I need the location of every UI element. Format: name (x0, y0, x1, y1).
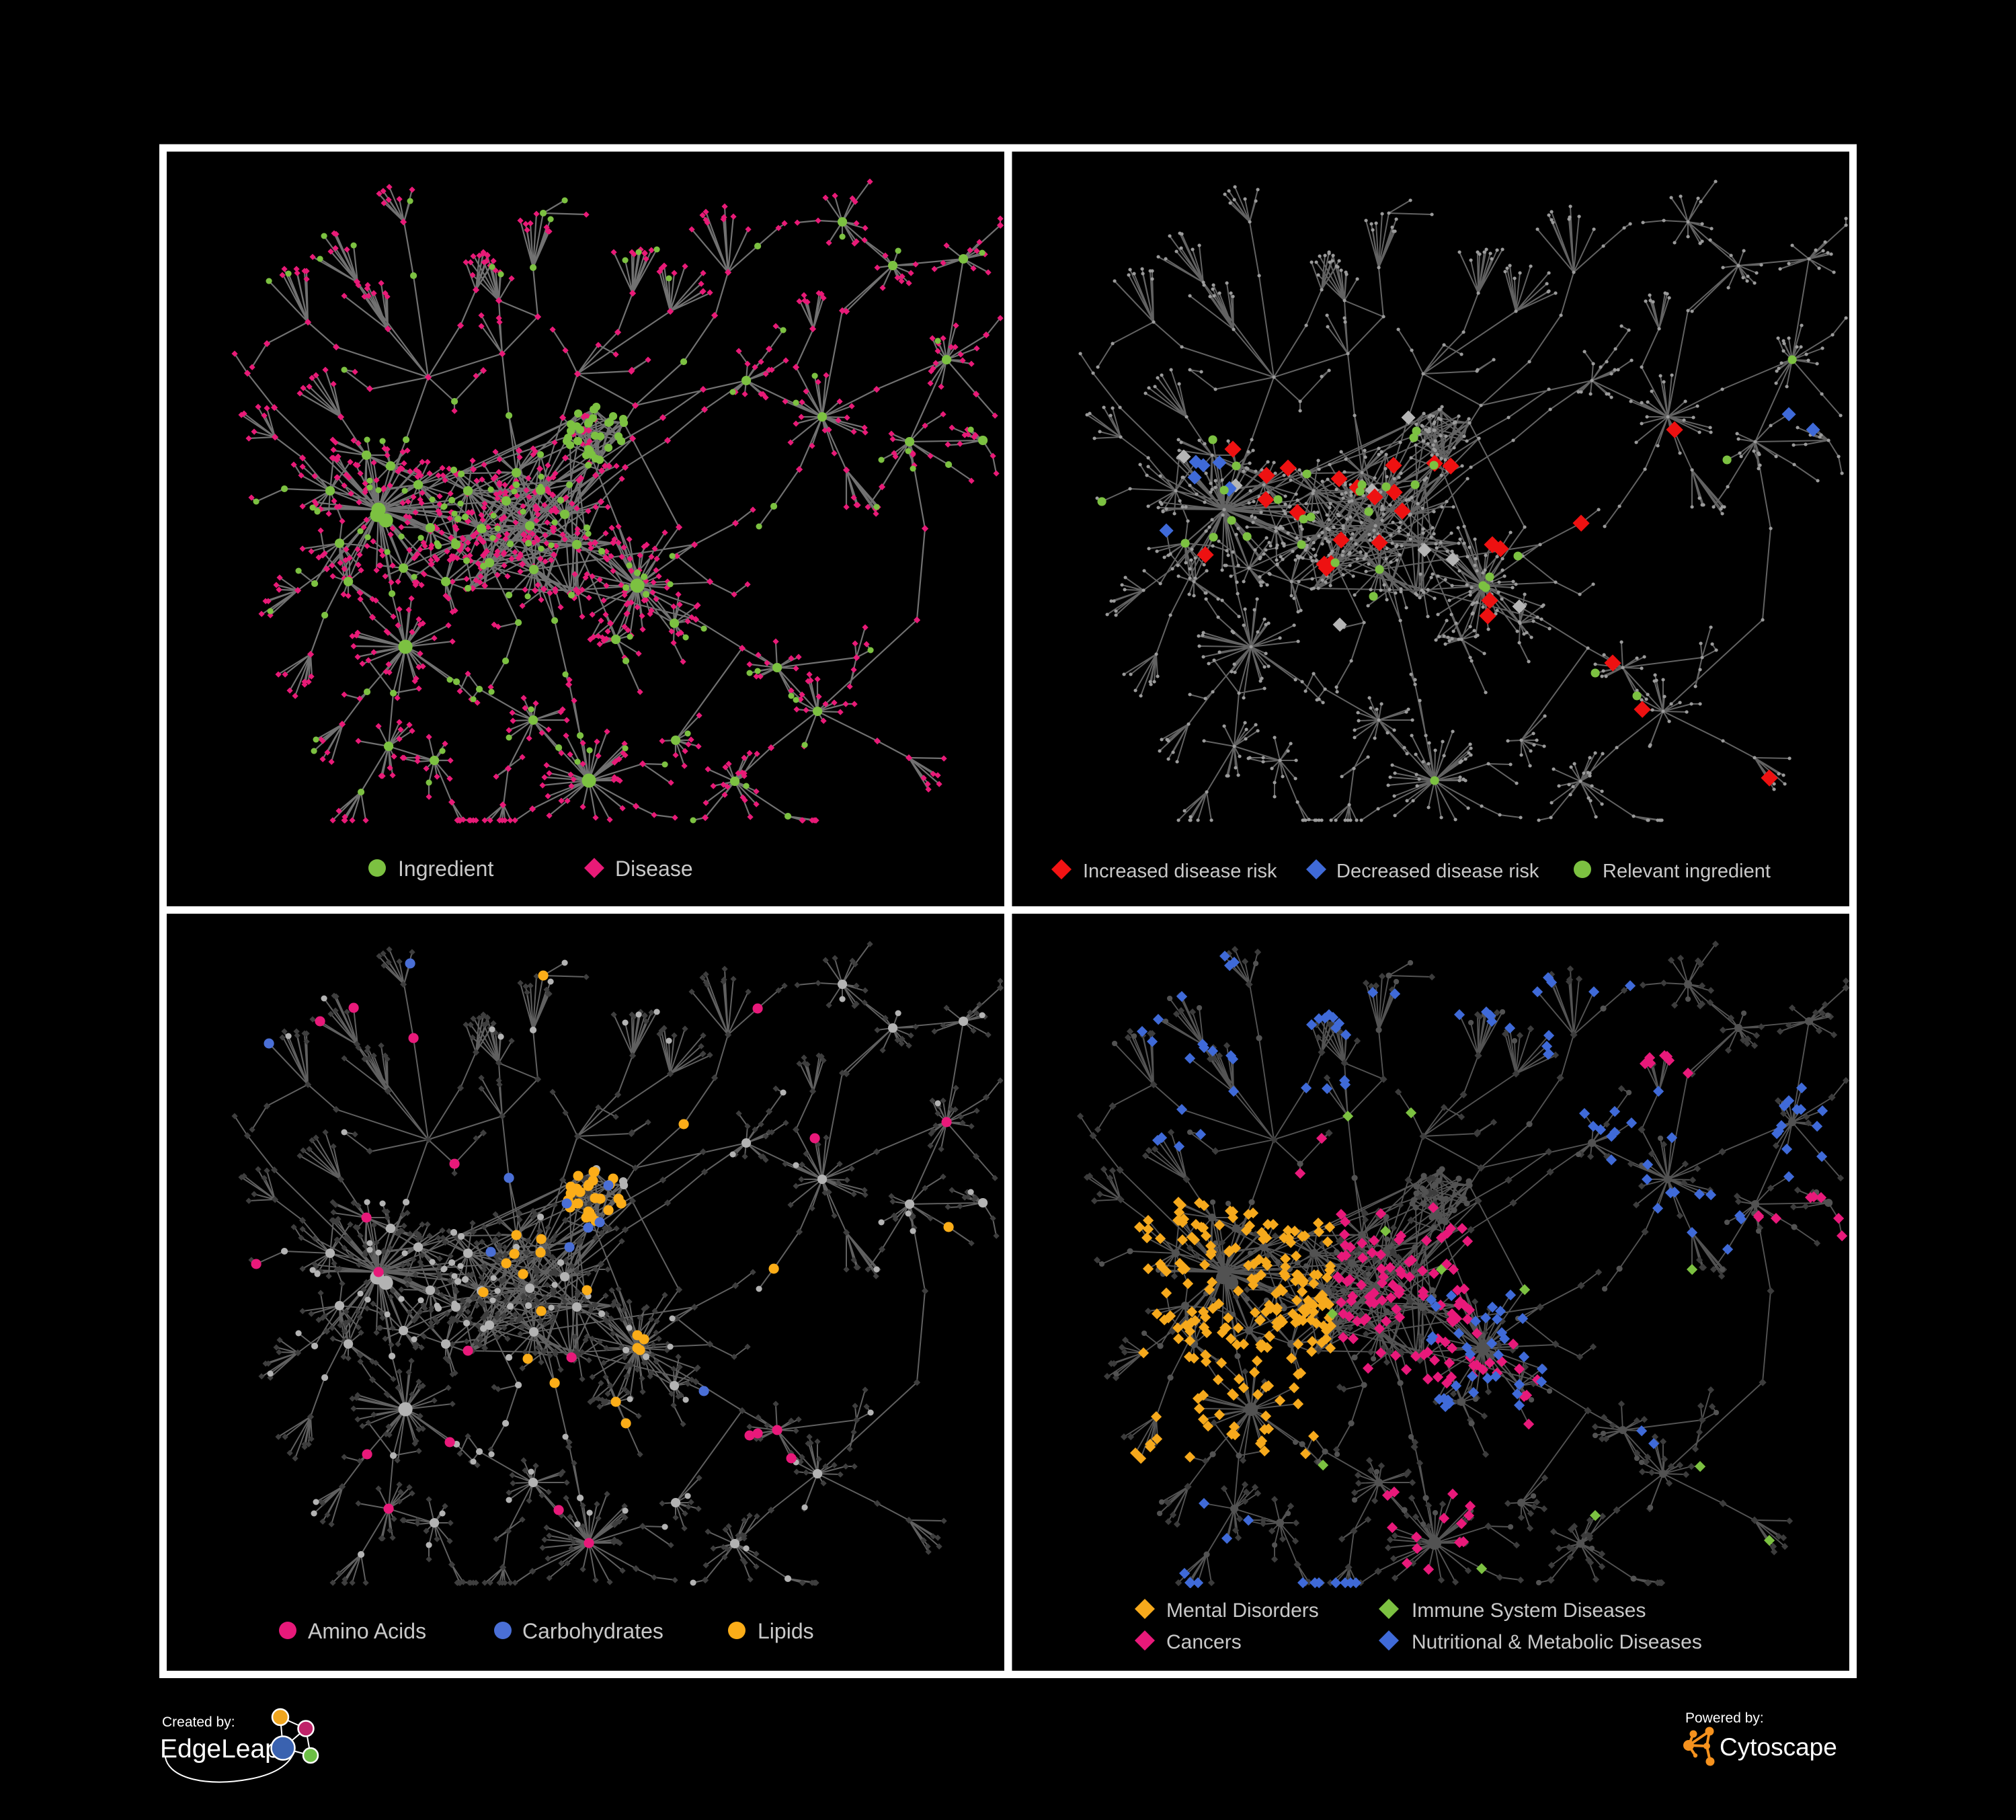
svg-text:Amino Acids: Amino Acids (308, 1619, 426, 1643)
svg-text:Ingredient: Ingredient (398, 857, 493, 881)
svg-text:Disease: Disease (615, 857, 693, 881)
svg-text:Relevant ingredient: Relevant ingredient (1603, 861, 1771, 882)
svg-text:Nutritional & Metabolic Diseas: Nutritional & Metabolic Diseases (1412, 1631, 1702, 1653)
svg-text:Cytoscape: Cytoscape (1720, 1733, 1837, 1761)
svg-text:Powered by:: Powered by: (1685, 1710, 1764, 1726)
svg-text:Lipids: Lipids (758, 1619, 814, 1643)
svg-text:Mental Disorders: Mental Disorders (1166, 1599, 1319, 1622)
svg-text:Decreased disease risk: Decreased disease risk (1336, 861, 1539, 882)
svg-text:Increased disease risk: Increased disease risk (1083, 861, 1277, 882)
svg-text:EdgeLeap: EdgeLeap (160, 1735, 280, 1764)
svg-text:Created by:: Created by: (162, 1714, 235, 1730)
svg-text:Cancers: Cancers (1166, 1631, 1242, 1653)
svg-text:Immune System Diseases: Immune System Diseases (1412, 1599, 1646, 1622)
svg-text:Carbohydrates: Carbohydrates (522, 1619, 663, 1643)
